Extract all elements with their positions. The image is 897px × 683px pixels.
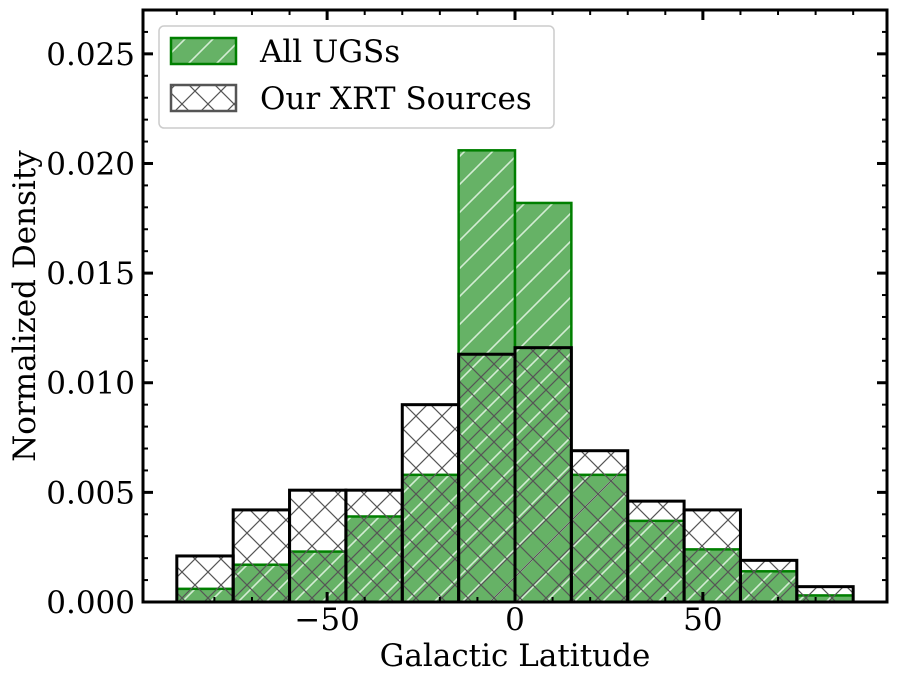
legend-swatch-all-ugss-hatch <box>169 36 238 66</box>
y-tick-label: 0.025 <box>46 37 135 73</box>
bar-xrt-sources <box>682 508 742 604</box>
bar-xrt-sources <box>288 488 348 604</box>
bar-xrt-sources <box>795 585 855 604</box>
bar-xrt-sources <box>513 346 573 604</box>
legend-label-all-ugss: All UGSs <box>259 34 400 70</box>
legend-label-xrt-sources: Our XRT Sources <box>260 81 532 117</box>
x-tick-label: −50 <box>294 602 359 638</box>
bar-xrt-sources <box>400 403 461 604</box>
x-tick-label: 0 <box>505 602 525 638</box>
bar-xrt-sources <box>457 352 517 604</box>
bar-xrt-sources <box>231 508 292 604</box>
axis-ticks: 0.000 0.005 0.010 0.015 0.020 0.025 −50 0 50 <box>46 9 887 638</box>
y-axis-label: Normalized Density <box>7 150 43 462</box>
legend-swatch-xrt-sources-hatch <box>169 83 238 113</box>
y-tick-label: 0.020 <box>46 146 135 182</box>
series-xrt-sources-bars <box>175 346 855 604</box>
x-axis-label: Galactic Latitude <box>380 638 651 674</box>
bar-xrt-sources <box>569 449 630 604</box>
bar-xrt-sources <box>738 558 799 604</box>
y-tick-label: 0.005 <box>46 475 135 511</box>
y-tick-label: 0.015 <box>46 256 135 292</box>
y-tick-label: 0.000 <box>46 585 135 621</box>
bar-xrt-sources <box>175 554 235 604</box>
x-tick-label: 50 <box>683 602 722 638</box>
legend-box <box>158 25 555 129</box>
legend: All UGSs Our XRT Sources <box>158 25 555 129</box>
bar-xrt-sources <box>626 499 686 604</box>
bar-xrt-sources <box>344 488 404 604</box>
y-tick-label: 0.010 <box>46 366 135 402</box>
